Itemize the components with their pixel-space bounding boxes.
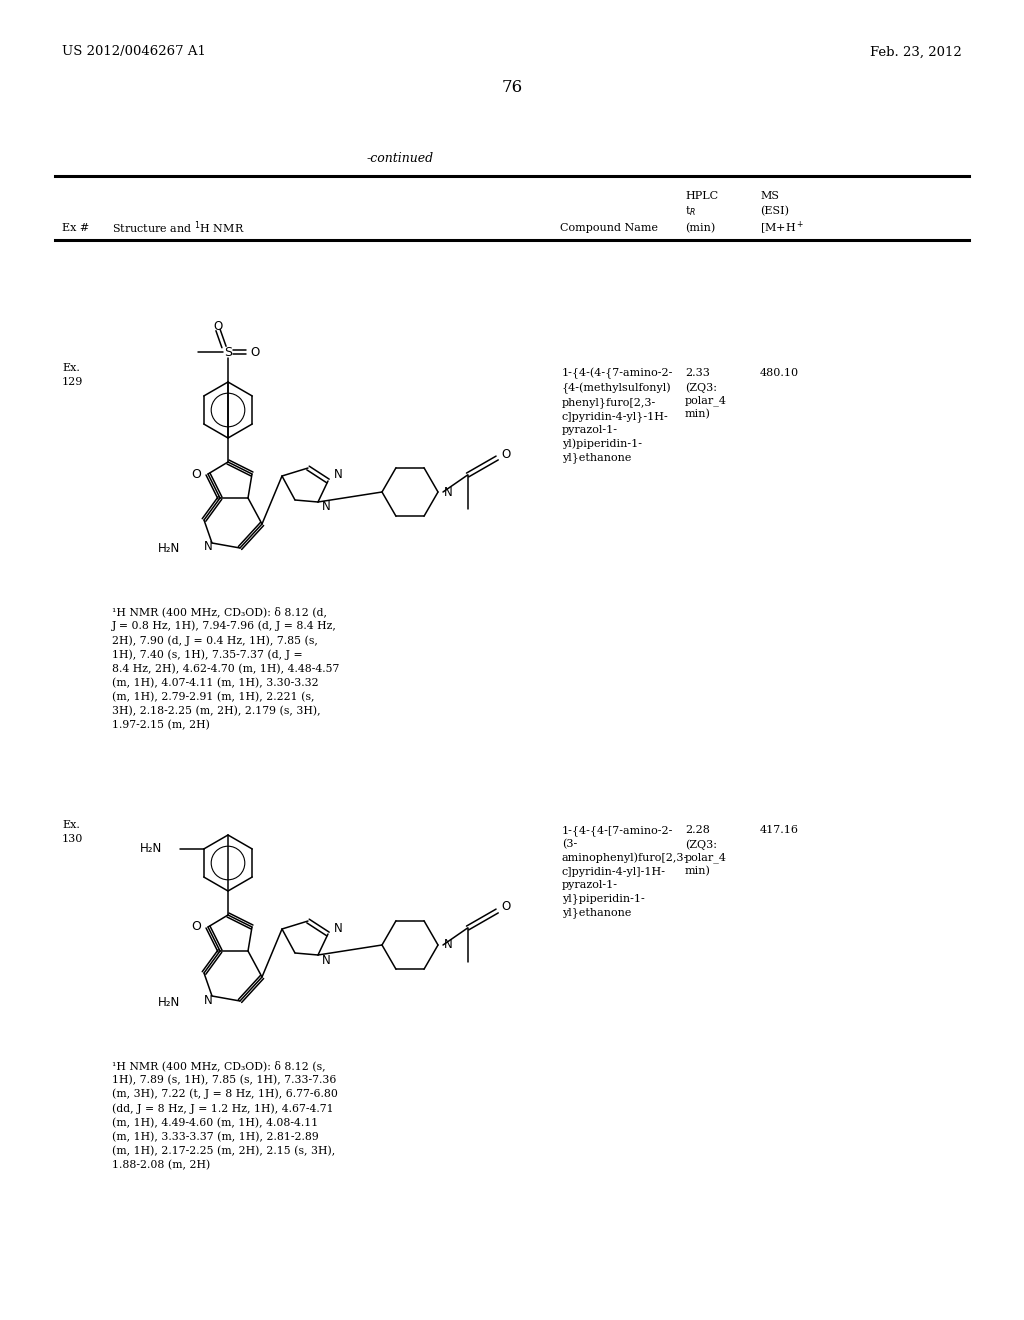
Text: N: N — [322, 953, 331, 966]
Text: 130: 130 — [62, 834, 83, 843]
Text: N: N — [322, 500, 331, 513]
Text: H₂N: H₂N — [158, 543, 180, 556]
Text: O: O — [191, 467, 201, 480]
Text: N: N — [334, 921, 343, 935]
Text: Compound Name: Compound Name — [560, 223, 658, 234]
Text: US 2012/0046267 A1: US 2012/0046267 A1 — [62, 45, 206, 58]
Text: 1-{4-{4-[7-amino-2-
(3-
aminophenyl)furo[2,3-
c]pyridin-4-yl]-1H-
pyrazol-1-
yl}: 1-{4-{4-[7-amino-2- (3- aminophenyl)furo… — [562, 825, 688, 917]
Text: N: N — [334, 469, 343, 482]
Text: (ESI): (ESI) — [760, 206, 790, 216]
Text: MS: MS — [760, 191, 779, 201]
Text: H₂N: H₂N — [139, 842, 162, 855]
Text: Ex.: Ex. — [62, 820, 80, 830]
Text: O: O — [251, 346, 260, 359]
Text: 480.10: 480.10 — [760, 368, 799, 378]
Text: Ex #: Ex # — [62, 223, 89, 234]
Text: N: N — [204, 540, 213, 553]
Text: 76: 76 — [502, 79, 522, 96]
Text: ¹H NMR (400 MHz, CD₃OD): δ 8.12 (d,
J = 0.8 Hz, 1H), 7.94-7.96 (d, J = 8.4 Hz,
2: ¹H NMR (400 MHz, CD₃OD): δ 8.12 (d, J = … — [112, 606, 339, 730]
Text: -continued: -continued — [367, 152, 433, 165]
Text: O: O — [213, 319, 222, 333]
Text: Feb. 23, 2012: Feb. 23, 2012 — [870, 45, 962, 58]
Text: (min): (min) — [685, 223, 715, 234]
Text: N: N — [204, 994, 213, 1006]
Text: O: O — [501, 447, 510, 461]
Text: Structure and $^1$H NMR: Structure and $^1$H NMR — [112, 219, 245, 236]
Text: ¹H NMR (400 MHz, CD₃OD): δ 8.12 (s,
1H), 7.89 (s, 1H), 7.85 (s, 1H), 7.33-7.36
(: ¹H NMR (400 MHz, CD₃OD): δ 8.12 (s, 1H),… — [112, 1060, 338, 1170]
Text: 2.33: 2.33 — [685, 368, 710, 378]
Text: HPLC: HPLC — [685, 191, 718, 201]
Text: (ZQ3:
polar_4
min): (ZQ3: polar_4 min) — [685, 840, 727, 876]
Text: [M+H$^+$: [M+H$^+$ — [760, 219, 804, 236]
Text: 129: 129 — [62, 378, 83, 387]
Text: 1-{4-(4-{7-amino-2-
{4-(methylsulfonyl)
phenyl}furo[2,3-
c]pyridin-4-yl}-1H-
pyr: 1-{4-(4-{7-amino-2- {4-(methylsulfonyl) … — [562, 368, 674, 463]
Text: N: N — [444, 939, 453, 952]
Text: H₂N: H₂N — [158, 995, 180, 1008]
Text: O: O — [501, 900, 510, 913]
Text: t$_R$: t$_R$ — [685, 205, 696, 218]
Text: 417.16: 417.16 — [760, 825, 799, 836]
Text: O: O — [191, 920, 201, 933]
Text: 2.28: 2.28 — [685, 825, 710, 836]
Text: (ZQ3:
polar_4
min): (ZQ3: polar_4 min) — [685, 381, 727, 420]
Text: S: S — [224, 346, 232, 359]
Text: N: N — [444, 486, 453, 499]
Text: Ex.: Ex. — [62, 363, 80, 374]
